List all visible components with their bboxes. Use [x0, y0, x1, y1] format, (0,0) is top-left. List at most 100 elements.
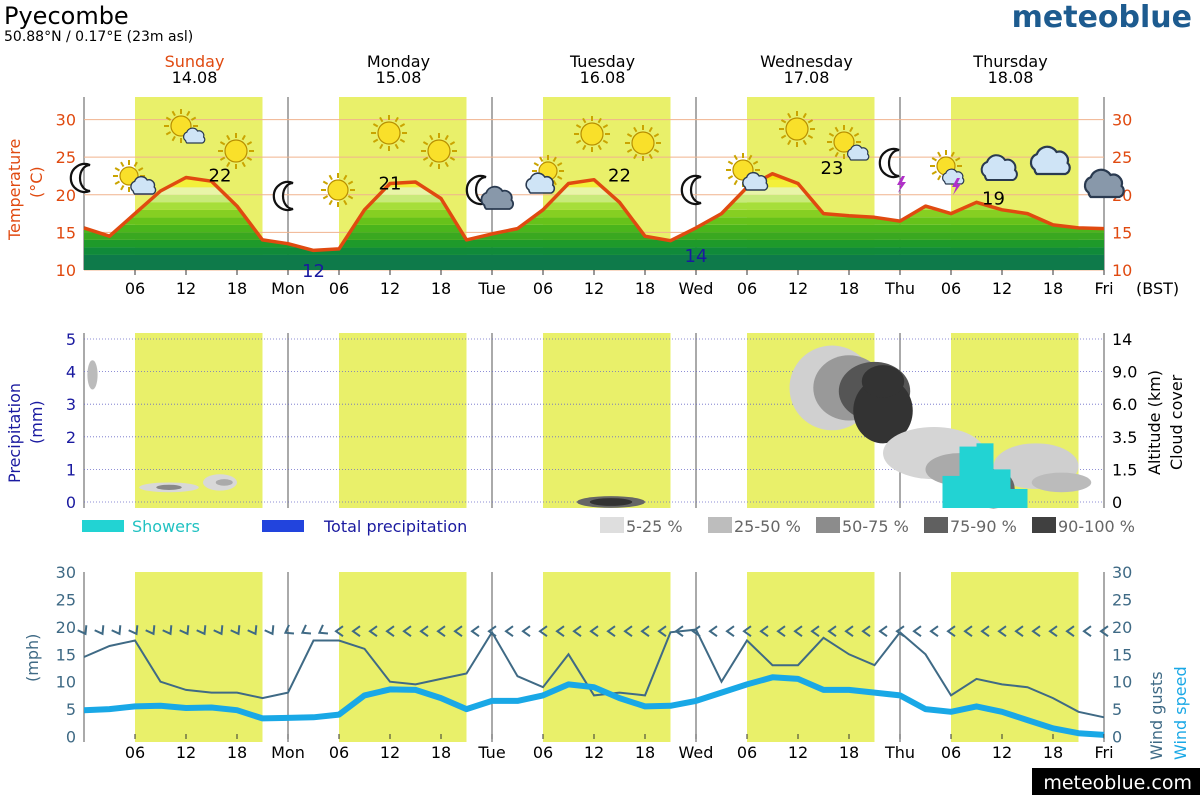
sun-ray: [950, 151, 955, 157]
arrow-head: [230, 625, 241, 636]
arrow-head: [1014, 625, 1024, 638]
sun-ray: [557, 162, 563, 167]
wind-direction-arrow: [980, 625, 990, 638]
weather-icons: [69, 109, 1125, 212]
wind-direction-arrow: [1099, 625, 1109, 638]
x-tick-label: 12: [584, 279, 604, 298]
cloud-icon: [742, 171, 769, 191]
temp-y-tick-right: 30: [1112, 111, 1132, 130]
sun-ray: [347, 180, 354, 185]
max-temp-label: 21: [379, 173, 402, 194]
sun-ray: [399, 123, 406, 128]
sun-ray: [138, 167, 144, 172]
sun-ray: [449, 141, 456, 146]
wind-direction-arrow: [776, 625, 786, 638]
arrow-head: [708, 625, 718, 638]
wind-direction-arrow: [963, 625, 973, 638]
total-precip-swatch: [262, 520, 304, 532]
sun-ray: [733, 154, 738, 161]
cloud-shape: [130, 175, 157, 195]
wind-direction-arrow: [521, 625, 531, 638]
precip-y-label: Precipitation: [5, 383, 24, 483]
arrow-head: [1099, 625, 1109, 638]
sun-ray: [552, 156, 557, 162]
x-tick-label: Fri: [1094, 279, 1113, 298]
wind-direction-arrow: [1048, 625, 1058, 638]
arrow-head: [351, 625, 361, 638]
wind-direction-arrow: [453, 625, 463, 638]
temp-band: [84, 224, 1104, 233]
day-name: Sunday: [165, 52, 225, 71]
x-tick-label: Tue: [477, 743, 505, 762]
location-title: Pyecombe: [4, 2, 129, 30]
wind-direction-arrow: [810, 625, 820, 638]
wind-direction-arrow: [538, 625, 548, 638]
sun-icon: [421, 133, 457, 169]
wind-y-tick-right: 20: [1112, 618, 1132, 637]
sun-ray: [399, 138, 406, 143]
sun-ray: [552, 180, 557, 186]
wind-direction-arrow: [861, 625, 871, 638]
wind-speed-line: [83, 674, 1105, 738]
wind-direction-arrow: [402, 625, 412, 638]
sun-ray: [602, 139, 609, 144]
sun-ray: [171, 110, 176, 117]
wind-direction-arrow: [895, 625, 905, 638]
precip-y-tick: 5: [66, 330, 76, 349]
sun-ray: [120, 185, 125, 191]
x-tick-label: Mon: [271, 279, 305, 298]
sun-ray: [633, 126, 638, 133]
sun-icon: [574, 116, 610, 152]
daylight-band: [135, 333, 263, 508]
daylight-band: [339, 572, 467, 742]
wind-direction-arrow: [504, 625, 514, 638]
arrow-head: [213, 625, 224, 636]
daylight-band: [543, 333, 671, 508]
brand-logo[interactable]: meteoblue: [1012, 0, 1192, 35]
arrow-head: [742, 625, 752, 638]
arrow-head: [247, 625, 258, 636]
cloud-shape: [525, 172, 556, 194]
wind-y-tick: 25: [56, 590, 76, 609]
arrow-head: [521, 625, 531, 638]
footer-brand[interactable]: meteoblue.com: [1043, 772, 1192, 794]
daylight-band: [135, 572, 263, 742]
sun-ray: [653, 133, 660, 138]
arrow-head: [128, 625, 139, 636]
sun-disc: [631, 131, 655, 155]
cloud-shape: [480, 185, 514, 210]
sun-ray: [575, 139, 582, 144]
cloud-icon: [847, 144, 870, 161]
sun-ray: [246, 156, 253, 161]
sun-icon: [779, 111, 815, 147]
arrow-head: [878, 625, 888, 638]
temp-y-tick: 15: [56, 223, 76, 242]
cloud-shape: [980, 154, 1018, 181]
sun-ray: [328, 174, 333, 181]
wind-direction-arrow: [759, 625, 769, 638]
cloud-cover-patch: [589, 498, 633, 506]
sun-ray: [575, 124, 582, 129]
sun-ray: [733, 179, 738, 186]
wind-y-tick-right: 25: [1112, 590, 1132, 609]
x-tick-label: 18: [839, 279, 859, 298]
sun-ray: [422, 141, 429, 146]
x-tick-label: 18: [227, 743, 247, 762]
max-temp-label: 22: [608, 166, 631, 187]
sun-ray: [807, 119, 814, 124]
x-tick-label: 18: [635, 743, 655, 762]
arrow-head: [162, 625, 173, 636]
wind-direction-arrow: [351, 625, 361, 638]
wind-panel: 0 0 5 5 10 10 15 15 20 20 25 25 30 30 (mph) Wind gusts W…: [23, 563, 1190, 762]
daylight-band: [339, 333, 467, 508]
arrow-head: [385, 625, 395, 638]
wind-direction-arrow: [912, 625, 922, 638]
sun-disc: [833, 131, 855, 153]
arrow-head: [538, 625, 548, 638]
cloud-legend-swatch: [924, 517, 948, 533]
sun-ray: [347, 195, 354, 200]
sun-ray: [582, 117, 587, 124]
arrow-head: [589, 625, 599, 638]
arrow-head: [555, 625, 565, 638]
day-date: 14.08: [172, 68, 218, 87]
